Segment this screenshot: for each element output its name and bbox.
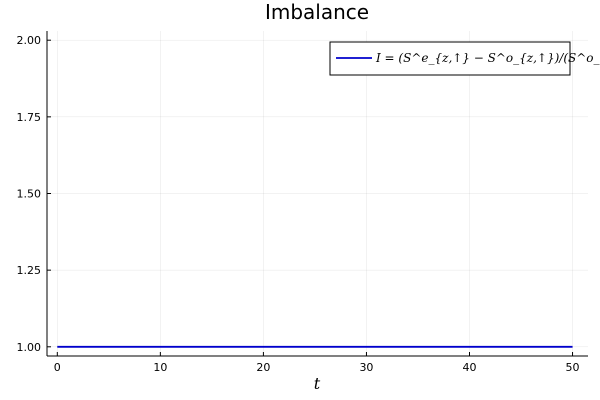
- y-tick-label: 1.75: [17, 111, 42, 124]
- y-tick-label: 2.00: [17, 34, 42, 47]
- x-tick-label: 40: [462, 361, 476, 374]
- gridlines: [47, 31, 588, 356]
- legend: I = (S^e_{z,↑} − S^o_{z,↑})/(S^o_{z,↑} +…: [329, 41, 600, 76]
- chart-title: Imbalance: [265, 0, 369, 24]
- x-axis-label: t: [314, 374, 321, 393]
- legend-label: I = (S^e_{z,↑} − S^o_{z,↑})/(S^o_{z,↑} +…: [375, 51, 600, 65]
- axes: [46, 31, 588, 357]
- y-tick-label: 1.25: [17, 264, 42, 277]
- y-tick-label: 1.50: [17, 188, 42, 201]
- y-tick-label: 1.00: [17, 341, 42, 354]
- x-tick-label: 50: [566, 361, 580, 374]
- x-tick-label: 30: [359, 361, 373, 374]
- x-tick-label: 20: [256, 361, 270, 374]
- x-tick-label: 0: [54, 361, 61, 374]
- x-tick-label: 10: [153, 361, 167, 374]
- tick-labels: 0 10 20 30 40 50 1.00 1.25 1.50 1.75 2.00: [17, 34, 580, 374]
